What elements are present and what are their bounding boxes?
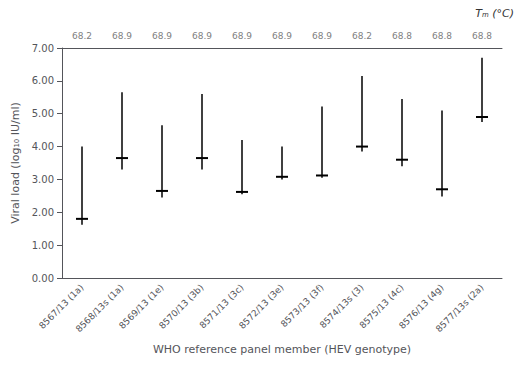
svg-text:8568/13s (1a): 8568/13s (1a) [74, 282, 126, 334]
svg-text:7.00: 7.00 [32, 43, 54, 54]
svg-text:8574/13s (3): 8574/13s (3) [317, 282, 366, 331]
svg-text:68.2: 68.2 [72, 31, 92, 41]
svg-text:3.00: 3.00 [32, 174, 54, 185]
svg-text:4.00: 4.00 [32, 141, 54, 152]
svg-text:68.9: 68.9 [152, 31, 172, 41]
svg-text:68.9: 68.9 [192, 31, 212, 41]
svg-text:8576/13 (4g): 8576/13 (4g) [397, 282, 446, 331]
svg-text:68.9: 68.9 [272, 31, 292, 41]
svg-text:8570/13 (3b): 8570/13 (3b) [157, 282, 206, 331]
svg-text:1.00: 1.00 [32, 240, 54, 251]
svg-text:68.2: 68.2 [352, 31, 372, 41]
svg-text:8572/13 (3e): 8572/13 (3e) [237, 282, 285, 330]
svg-text:8571/13 (3c): 8571/13 (3c) [197, 282, 246, 331]
svg-text:WHO reference panel member (HE: WHO reference panel member (HEV genotype… [153, 343, 411, 356]
svg-text:8575/13 (4c): 8575/13 (4c) [357, 282, 406, 331]
svg-text:68.9: 68.9 [312, 31, 332, 41]
svg-text:68.9: 68.9 [112, 31, 132, 41]
svg-text:Tₘ (°C): Tₘ (°C) [475, 7, 514, 20]
svg-text:Viral load (log₁₀ IU/ml): Viral load (log₁₀ IU/ml) [9, 102, 22, 224]
svg-text:68.8: 68.8 [432, 31, 452, 41]
svg-text:68.8: 68.8 [472, 31, 492, 41]
svg-text:8577/13s (2a): 8577/13s (2a) [434, 282, 486, 334]
svg-text:6.00: 6.00 [32, 75, 54, 86]
svg-text:68.8: 68.8 [392, 31, 412, 41]
svg-text:8567/13 (1a): 8567/13 (1a) [37, 282, 86, 331]
svg-text:68.9: 68.9 [232, 31, 252, 41]
svg-text:8569/13 (1e): 8569/13 (1e) [117, 282, 166, 331]
svg-text:8573/13 (3f): 8573/13 (3f) [278, 282, 326, 330]
svg-text:0.00: 0.00 [32, 273, 54, 284]
svg-text:2.00: 2.00 [32, 207, 54, 218]
svg-text:5.00: 5.00 [32, 108, 54, 119]
